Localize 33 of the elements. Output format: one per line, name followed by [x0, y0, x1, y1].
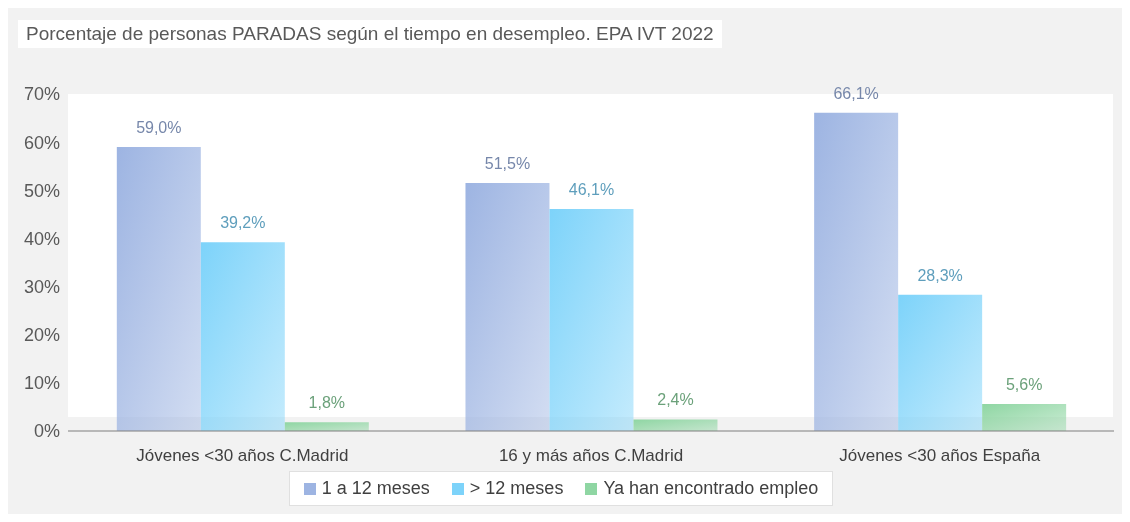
x-tick-label: 16 y más años C.Madrid: [498, 446, 684, 466]
chart-title: Porcentaje de personas PARADAS según el tiempo en desempleo. EPA IVT 2022: [18, 20, 722, 48]
y-tick-label: 60%: [23, 132, 60, 153]
bar: [898, 294, 983, 431]
data-label: 2,4%: [657, 391, 694, 409]
legend-label: 1 a 12 meses: [320, 478, 430, 499]
x-tick-label: Jóvenes <30 años C.Madrid: [136, 446, 349, 466]
data-label: 1,8%: [308, 394, 346, 412]
data-label: 66,1%: [833, 84, 879, 102]
y-tick-label: 30%: [23, 276, 60, 297]
bar: [284, 422, 369, 431]
legend-label: Ya han encontrado empleo: [602, 478, 819, 499]
data-label: 59,0%: [136, 118, 182, 136]
bar: [116, 146, 201, 431]
y-tick-label: 10%: [23, 373, 60, 394]
bar: [465, 183, 550, 431]
bar: [814, 112, 899, 431]
data-label: 51,5%: [484, 155, 531, 173]
data-label: 46,1%: [568, 181, 615, 199]
data-label: 28,3%: [917, 266, 963, 284]
y-tick-label: 40%: [23, 228, 60, 249]
bar: [633, 419, 718, 431]
y-tick-label: 0%: [33, 421, 60, 442]
y-tick-label: 70%: [23, 84, 60, 105]
y-tick-label: 50%: [23, 180, 60, 201]
legend-label: > 12 meses: [468, 478, 564, 499]
bar: [549, 209, 634, 431]
x-tick-label: Jóvenes <30 años España: [839, 446, 1041, 466]
bar: [200, 242, 285, 431]
bar: [982, 404, 1067, 431]
y-tick-label: 20%: [23, 325, 60, 346]
data-label: 5,6%: [1005, 376, 1043, 394]
data-label: 39,2%: [220, 214, 266, 232]
